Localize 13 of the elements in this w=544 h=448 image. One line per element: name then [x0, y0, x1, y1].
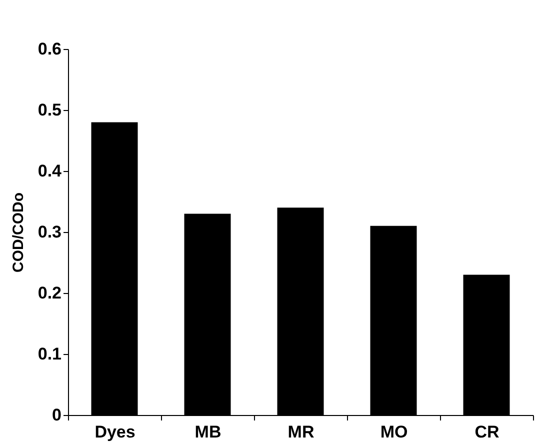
y-axis-title: COD/CODo — [10, 192, 27, 272]
x-tick-label: MB — [194, 422, 222, 442]
y-tick-label: 0.3 — [38, 222, 62, 242]
y-tick-label: 0.2 — [38, 284, 62, 302]
x-tick-label: Dyes — [94, 422, 136, 442]
y-tick-label: 0 — [52, 406, 62, 424]
y-tick-label: 0.1 — [38, 344, 62, 364]
y-tick-label: 0.4 — [38, 162, 62, 180]
x-tick-label: CR — [474, 422, 500, 442]
x-tick-label: MR — [288, 422, 314, 442]
y-tick-label: 0.6 — [38, 40, 62, 58]
x-tick-label: MO — [380, 422, 408, 442]
y-tick-label: 0.5 — [38, 100, 62, 120]
